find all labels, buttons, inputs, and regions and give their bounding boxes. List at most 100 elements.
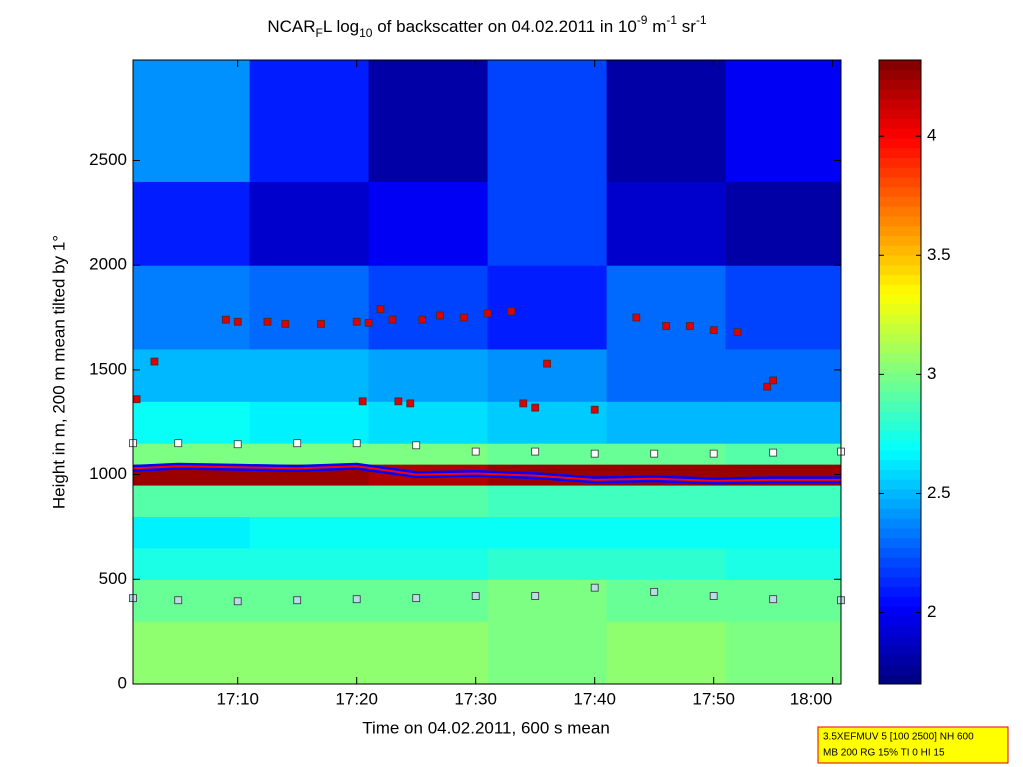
heatmap-cell	[368, 60, 489, 182]
heatmap-cell	[249, 485, 370, 517]
colorbar-step	[879, 245, 921, 256]
heatmap-cell	[487, 348, 608, 402]
marker	[412, 594, 421, 603]
colorbar-step	[879, 186, 921, 197]
heatmap-cell	[487, 401, 608, 444]
heatmap-cell	[606, 547, 727, 580]
colorbar-step	[879, 635, 921, 646]
heatmap-cell	[133, 401, 251, 444]
colorbar-step	[879, 381, 921, 392]
heatmap-cell	[606, 485, 727, 517]
marker	[769, 376, 778, 385]
colorbar-step	[879, 177, 921, 188]
colorbar-step	[879, 615, 921, 626]
marker	[174, 596, 183, 605]
marker	[281, 319, 290, 328]
marker	[406, 399, 415, 408]
colorbar-step	[879, 284, 921, 295]
heatmap-cell	[368, 443, 489, 465]
marker	[471, 447, 480, 456]
heatmap-cell	[368, 579, 489, 622]
colorbar-step	[879, 401, 921, 412]
marker	[233, 317, 242, 326]
colorbar-step	[879, 362, 921, 373]
marker	[531, 447, 540, 456]
marker	[769, 448, 778, 457]
marker	[358, 397, 367, 406]
marker	[376, 305, 385, 314]
colorbar-step	[879, 264, 921, 275]
colorbar-step	[879, 430, 921, 441]
heatmap-cell	[606, 579, 727, 622]
heatmap-cell	[249, 401, 370, 444]
colorbar-step	[879, 108, 921, 119]
colorbar-step	[879, 596, 921, 607]
heatmap-cell	[368, 265, 489, 350]
colorbar-step	[879, 60, 921, 71]
marker	[507, 307, 516, 316]
marker	[590, 449, 599, 458]
heatmap-cell	[249, 516, 370, 549]
heatmap-cell	[725, 401, 842, 444]
heatmap-cell	[725, 348, 842, 402]
heatmap-cell	[133, 60, 251, 182]
colorbar-tick-label: 3.5	[927, 245, 951, 264]
x-tick-label: 17:40	[573, 689, 616, 708]
marker	[293, 439, 302, 448]
marker	[459, 313, 468, 322]
colorbar-step	[879, 147, 921, 158]
heatmap-cell	[487, 443, 608, 465]
heatmap-cell	[133, 181, 251, 266]
heatmap-cell	[487, 485, 608, 517]
layer-line	[132, 465, 841, 482]
heatmap-cell	[487, 547, 608, 580]
colorbar-step	[879, 167, 921, 178]
heatmap-cell	[725, 516, 842, 549]
colorbar-step	[879, 79, 921, 90]
x-tick-label: 17:30	[454, 689, 497, 708]
marker	[471, 592, 480, 600]
marker	[394, 397, 403, 406]
colorbar-step	[879, 576, 921, 587]
heatmap-cell	[249, 265, 370, 350]
title-part: -1	[696, 13, 707, 27]
heatmap-cell	[606, 265, 727, 350]
y-tick-label: 0	[118, 673, 127, 692]
title-part: F	[316, 26, 323, 40]
marker	[709, 449, 718, 458]
colorbar-step	[879, 323, 921, 334]
colorbar-step	[879, 479, 921, 490]
colorbar-step	[879, 333, 921, 344]
heatmap-cell	[487, 60, 608, 182]
heatmap-cell	[725, 579, 842, 622]
colorbar-step	[879, 138, 921, 149]
heatmap-cell	[249, 348, 370, 402]
heatmap-cell	[368, 516, 489, 549]
y-tick-label: 1500	[89, 359, 127, 378]
info-box	[817, 726, 1009, 764]
heatmap-cell	[606, 621, 727, 685]
x-tick-label: 17:50	[692, 689, 735, 708]
title-part: -1	[666, 13, 677, 27]
marker	[483, 309, 492, 318]
colorbar-step	[879, 654, 921, 665]
marker	[733, 328, 742, 337]
colorbar-tick-label: 2	[927, 602, 936, 621]
colorbar-step	[879, 508, 921, 519]
heatmap-cell	[725, 621, 842, 685]
heatmap-cell	[606, 516, 727, 549]
heatmap-cell	[725, 547, 842, 580]
heatmap-cell	[725, 485, 842, 517]
title-part: m	[647, 17, 666, 36]
heatmap-cell	[487, 516, 608, 549]
marker	[412, 441, 421, 450]
colorbar-step	[879, 459, 921, 470]
colorbar-step	[879, 469, 921, 480]
heatmap-cell	[606, 181, 727, 266]
colorbar-step	[879, 489, 921, 500]
info-text: 3.5XEFMUV 5 [100 2500] NH 600	[823, 732, 974, 743]
colorbar-step	[879, 440, 921, 451]
colorbar-step	[879, 352, 921, 363]
y-tick-label: 500	[99, 569, 127, 588]
heatmap-cell	[368, 401, 489, 444]
